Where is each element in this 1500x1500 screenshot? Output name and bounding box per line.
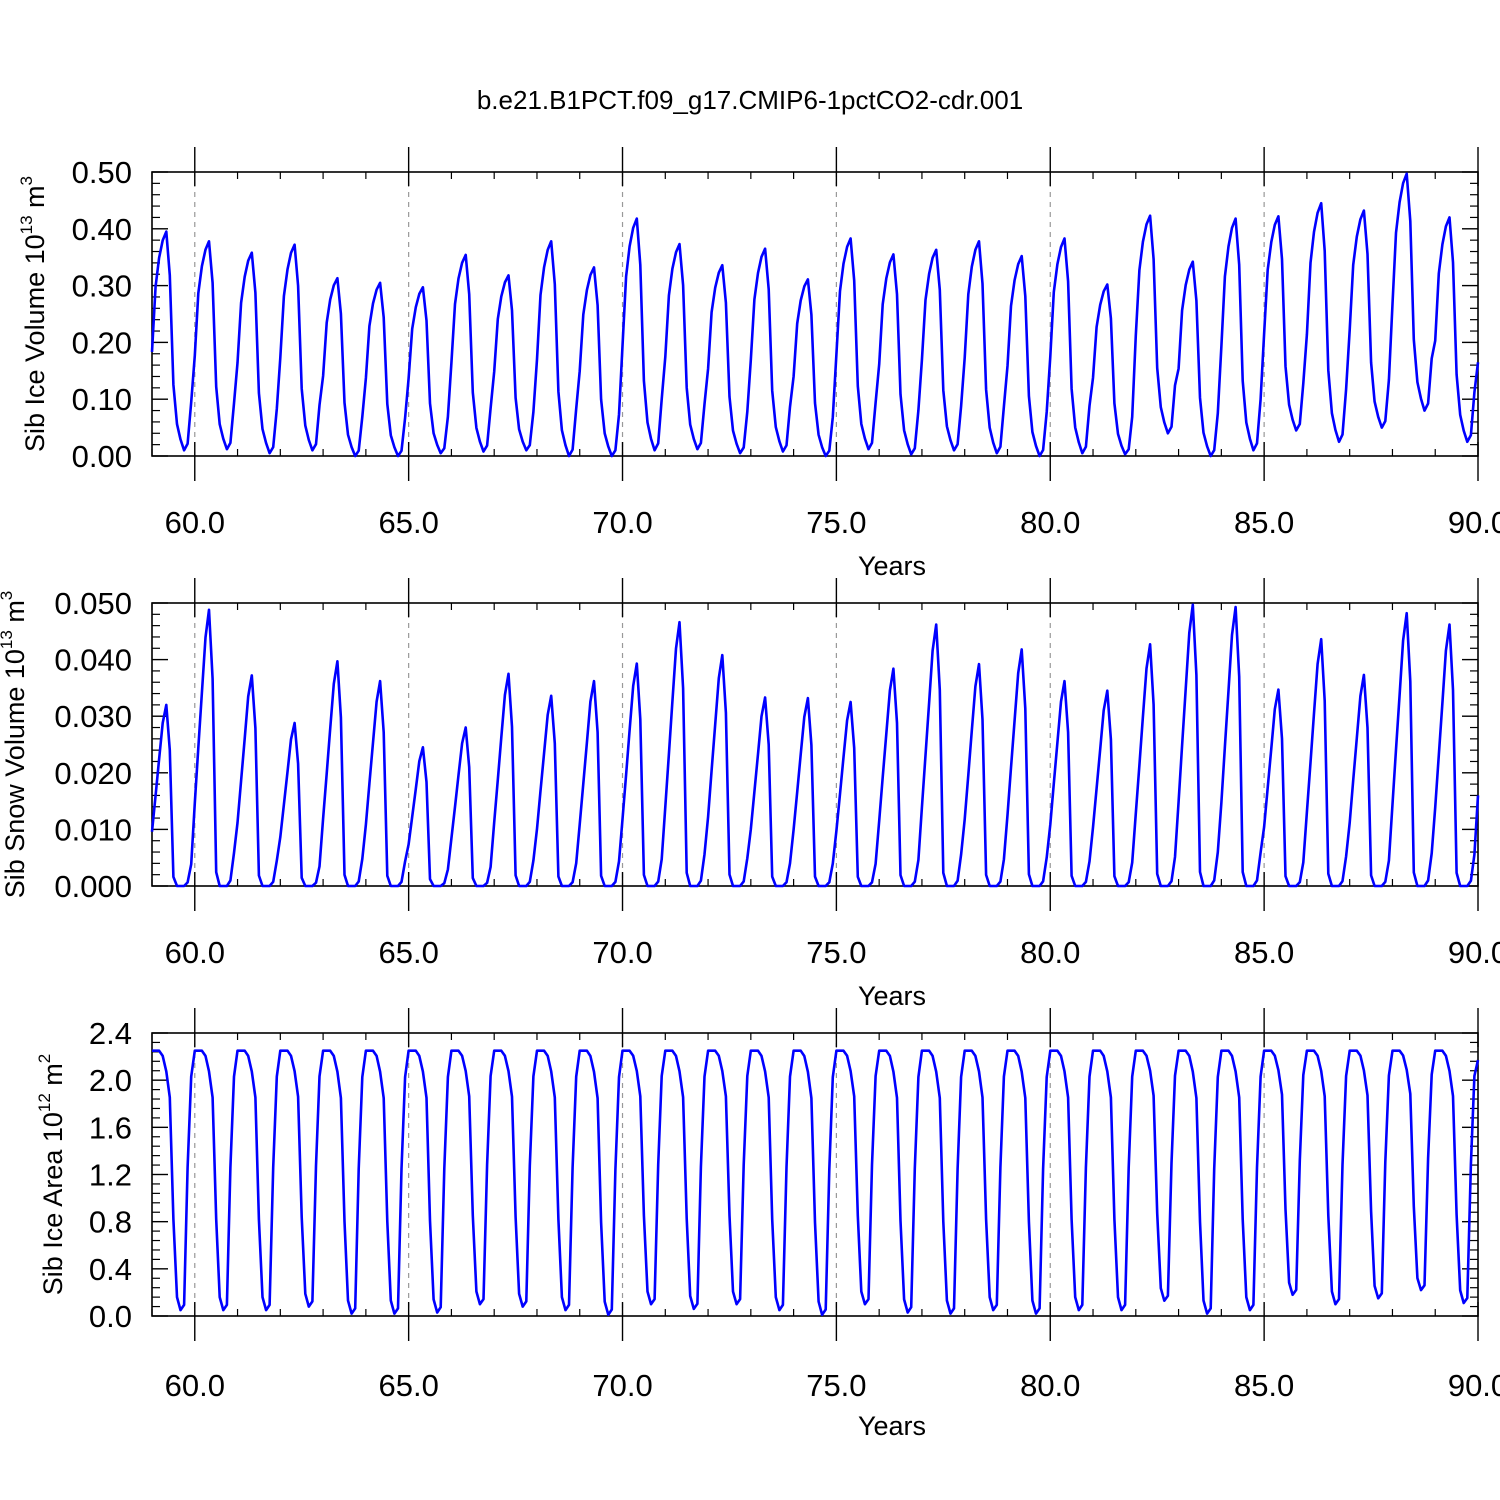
x-tick-label: 75.0 <box>806 935 866 970</box>
x-tick-label: 70.0 <box>592 1368 652 1403</box>
x-tick-label: 80.0 <box>1020 1368 1080 1403</box>
chart-title: b.e21.B1PCT.f09_g17.CMIP6-1pctCO2-cdr.00… <box>477 85 1023 115</box>
x-tick-label: 85.0 <box>1234 505 1294 540</box>
panel-ice-volume: 60.0 65.0 70.0 75.0 80.0 85.0 90.0 0.00 0.10 0.20… <box>17 147 1500 581</box>
x-tick-label: 60.0 <box>165 505 225 540</box>
x-tick-label: 85.0 <box>1234 935 1294 970</box>
y-tick-label: 0.000 <box>54 869 132 904</box>
x-tick-label: 80.0 <box>1020 505 1080 540</box>
y-tick-label: 0.8 <box>89 1205 132 1240</box>
x-tick-label: 85.0 <box>1234 1368 1294 1403</box>
y-tick-label: 1.6 <box>89 1110 132 1145</box>
y-tick-label: 0.50 <box>72 155 132 190</box>
y-tick-label: 1.2 <box>89 1158 132 1193</box>
y-axis-label: Sib Ice Area 1012 m2 <box>35 1054 68 1296</box>
x-axis-label: Years <box>858 1411 926 1441</box>
y-tick-label: 0.030 <box>54 699 132 734</box>
y-tick-label: 2.4 <box>89 1016 132 1051</box>
y-tick-label: 0.040 <box>54 643 132 678</box>
x-tick-label: 60.0 <box>165 1368 225 1403</box>
series-line <box>152 1049 1480 1317</box>
x-tick-label: 65.0 <box>378 935 438 970</box>
y-tick-label: 0.4 <box>89 1252 132 1287</box>
x-axis-label: Years <box>858 981 926 1011</box>
x-tick-label: 65.0 <box>378 505 438 540</box>
plot-frame <box>151 1032 1479 1317</box>
x-tick-label: 70.0 <box>592 935 652 970</box>
y-tick-label: 0.0 <box>89 1299 132 1334</box>
panel-snow-volume: 60.0 65.0 70.0 75.0 80.0 85.0 90.0 0.000 0.010 0.… <box>0 578 1500 1011</box>
series-line <box>150 172 1480 458</box>
x-tick-label: 90.0 <box>1448 505 1500 540</box>
x-tick-label: 90.0 <box>1448 935 1500 970</box>
y-tick-label: 0.050 <box>54 586 132 621</box>
x-axis-label: Years <box>858 551 926 581</box>
x-tick-label: 75.0 <box>806 1368 866 1403</box>
y-tick-label: 0.10 <box>72 382 132 417</box>
plot-frame <box>151 171 1479 457</box>
plot-frame <box>151 602 1479 887</box>
y-tick-label: 0.40 <box>72 212 132 247</box>
y-tick-label: 2.0 <box>89 1063 132 1098</box>
y-axis-label: Sib Ice Volume 1013 m3 <box>17 176 50 452</box>
x-tick-label: 70.0 <box>592 505 652 540</box>
x-tick-label: 65.0 <box>378 1368 438 1403</box>
y-tick-label: 0.010 <box>54 812 132 847</box>
y-axis-label: Sib Snow Volume 1013 m3 <box>0 591 30 899</box>
x-tick-label: 60.0 <box>165 935 225 970</box>
x-tick-label: 90.0 <box>1448 1368 1500 1403</box>
panel-ice-area: 60.0 65.0 70.0 75.0 80.0 85.0 90.0 0.0 0.4 0.8 1.2… <box>35 1008 1500 1441</box>
y-tick-label: 0.00 <box>72 439 132 474</box>
x-tick-label: 75.0 <box>806 505 866 540</box>
x-tick-label: 80.0 <box>1020 935 1080 970</box>
series-line <box>150 603 1480 888</box>
y-tick-label: 0.30 <box>72 269 132 304</box>
y-tick-label: 0.20 <box>72 325 132 360</box>
y-tick-label: 0.020 <box>54 756 132 791</box>
